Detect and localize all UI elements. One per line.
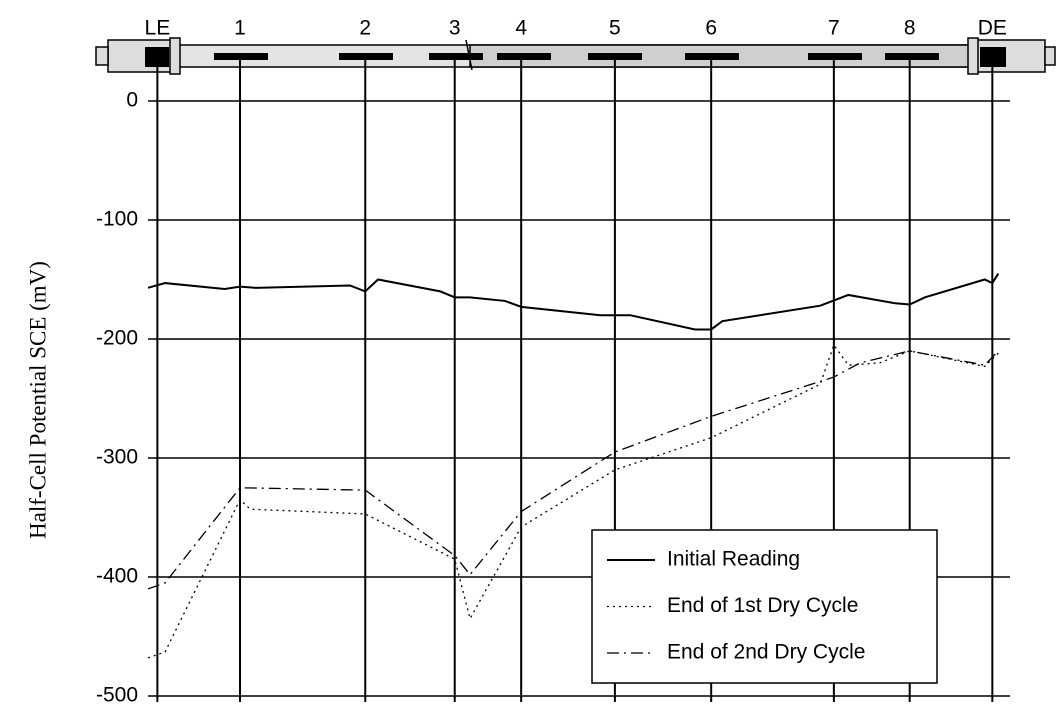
legend-label: End of 2nd Dry Cycle (667, 641, 865, 664)
y-tick-label: -300 (96, 446, 138, 469)
legend-label: End of 1st Dry Cycle (667, 594, 858, 617)
x-tick-label: 8 (904, 17, 916, 40)
legend: Initial Reading End of 1st Dry Cycle End o… (591, 529, 938, 684)
x-tick-label: 4 (515, 17, 527, 40)
data-line (147, 273, 1000, 331)
x-tick-label: 1 (234, 17, 246, 40)
y-tick-label: 0 (126, 89, 138, 112)
x-tick-label: 5 (609, 17, 621, 40)
x-tick-label: DE (978, 17, 1007, 40)
x-tick-label: 2 (359, 17, 371, 40)
specimen-drawing (95, 37, 1056, 75)
legend-label: Initial Reading (667, 548, 800, 571)
x-tick-label: 3 (449, 17, 461, 40)
y-axis-label: Half-Cell Potential SCE (mV) (25, 261, 50, 539)
x-tick-label: 6 (705, 17, 717, 40)
x-tick-label: LE (145, 17, 171, 40)
y-tick-label: -400 (96, 565, 138, 588)
x-tick-label: 7 (828, 17, 840, 40)
y-tick-label: -200 (96, 327, 138, 350)
data-line (147, 350, 999, 590)
y-tick-label: -100 (96, 208, 138, 231)
y-tick-label: -500 (96, 684, 138, 707)
